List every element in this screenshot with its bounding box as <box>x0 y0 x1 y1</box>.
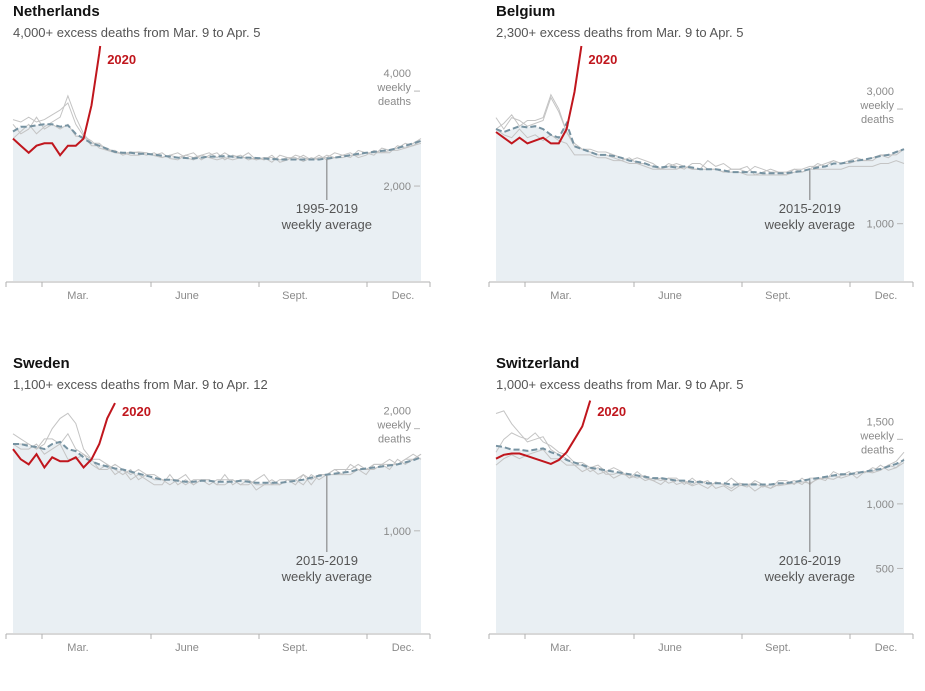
series-2020-label: 2020 <box>597 404 626 419</box>
average-annotation-label: 1995-2019 <box>296 201 358 216</box>
average-annotation-label: weekly average <box>764 217 855 232</box>
y-tick-label: 1,500 <box>866 416 894 428</box>
average-area <box>496 123 904 282</box>
chart-svg: 2020 500 1,000 1,500 weekly deaths Mar. June Sep… <box>488 400 914 654</box>
chart-title: Belgium <box>496 3 556 20</box>
chart-subtitle: 1,000+ excess deaths from Mar. 9 to Apr.… <box>496 377 744 392</box>
history-series-line <box>12 102 422 163</box>
y-tick-label: 1,000 <box>383 526 411 538</box>
y-axis-title-line: weekly <box>859 100 894 112</box>
chart-panel-belgium: Belgium 2,300+ excess deaths from Mar. 9… <box>483 0 925 339</box>
average-area <box>496 445 904 633</box>
average-series-line <box>495 444 905 486</box>
series-2020-line <box>495 400 592 465</box>
y-axis-title-line: deaths <box>861 444 895 456</box>
chart-subtitle: 4,000+ excess deaths from Mar. 9 to Apr.… <box>13 25 261 40</box>
y-axis-title-line: deaths <box>378 96 412 108</box>
average-area <box>13 124 421 281</box>
x-tick-label: Dec. <box>392 290 415 302</box>
x-tick-label: Dec. <box>875 290 898 302</box>
x-tick-label: Dec. <box>875 642 898 654</box>
series-2020-line <box>12 45 102 157</box>
chart-subtitle: 1,100+ excess deaths from Mar. 9 to Apr.… <box>13 377 268 392</box>
x-tick-label: Dec. <box>392 642 415 654</box>
chart-svg: 2020 1,000 3,000 weekly deaths Mar. June Sept. D… <box>488 45 914 302</box>
chart-svg: 2020 2,000 4,000 weekly deaths Mar. June Sept. D… <box>5 45 431 302</box>
chart-title: Switzerland <box>496 355 580 372</box>
chart-svg: 2020 1,000 2,000 weekly deaths Mar. June Sept. D… <box>5 402 431 654</box>
average-annotation-label: weekly average <box>764 569 855 584</box>
series-2020-label: 2020 <box>122 404 151 419</box>
average-annotation-label: 2015-2019 <box>779 201 841 216</box>
y-axis-title-line: deaths <box>861 114 895 126</box>
history-series-line <box>13 432 422 486</box>
y-tick-label: 2,000 <box>383 406 411 418</box>
y-tick-label: 3,000 <box>866 86 894 98</box>
y-axis-title-line: weekly <box>376 420 411 432</box>
y-axis-title-line: weekly <box>859 430 894 442</box>
average-series-line <box>13 440 422 484</box>
x-tick-label: Mar. <box>550 290 571 302</box>
x-tick-label: Sept. <box>765 290 791 302</box>
average-series-line <box>12 123 422 161</box>
x-tick-label: June <box>658 642 682 654</box>
average-area <box>13 441 421 633</box>
chart-subtitle: 2,300+ excess deaths from Mar. 9 to Apr.… <box>496 25 744 40</box>
series-2020-label: 2020 <box>588 52 617 67</box>
average-series-line <box>495 120 905 175</box>
x-tick-label: June <box>175 290 199 302</box>
y-tick-label: 4,000 <box>383 68 411 80</box>
series-2020-label: 2020 <box>107 52 136 67</box>
y-tick-label: 2,000 <box>383 181 411 193</box>
x-tick-label: June <box>175 642 199 654</box>
chart-panel-switzerland: Switzerland 1,000+ excess deaths from Ma… <box>483 352 925 691</box>
average-annotation-label: 2015-2019 <box>296 553 358 568</box>
x-tick-label: Sept. <box>282 642 308 654</box>
x-tick-label: June <box>658 290 682 302</box>
series-2020-line <box>12 402 116 470</box>
history-series-line <box>495 449 905 489</box>
series-2020-line <box>495 45 583 145</box>
chart-panel-netherlands: Netherlands 4,000+ excess deaths from Ma… <box>0 0 460 339</box>
chart-title: Sweden <box>13 355 70 372</box>
history-series-line <box>495 410 905 492</box>
average-annotation-label: weekly average <box>281 217 372 232</box>
chart-title: Netherlands <box>13 3 100 20</box>
x-tick-label: Sept. <box>765 642 791 654</box>
x-tick-label: Sept. <box>282 290 308 302</box>
x-tick-label: Mar. <box>67 642 88 654</box>
x-tick-label: Mar. <box>550 642 571 654</box>
y-tick-label: 500 <box>876 563 894 575</box>
chart-panel-sweden: Sweden 1,100+ excess deaths from Mar. 9 … <box>0 352 460 691</box>
x-tick-label: Mar. <box>67 290 88 302</box>
average-annotation-label: 2016-2019 <box>779 553 841 568</box>
y-axis-title-line: weekly <box>376 82 411 94</box>
y-axis-title-line: deaths <box>378 434 412 446</box>
average-annotation-label: weekly average <box>281 569 372 584</box>
y-tick-label: 1,000 <box>866 499 894 511</box>
y-tick-label: 1,000 <box>866 219 894 231</box>
